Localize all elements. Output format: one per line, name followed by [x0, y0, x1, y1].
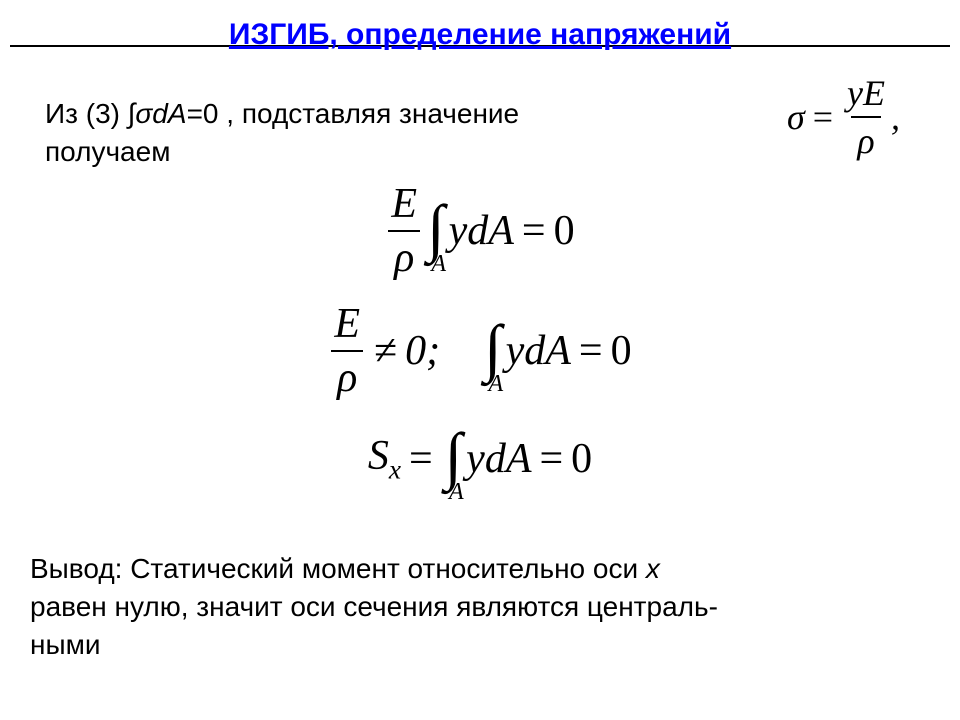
eq2-rhs: 0 — [611, 327, 632, 375]
eq2-frac: E ρ — [328, 300, 366, 402]
intro-l2: получаем — [45, 136, 170, 167]
sigma-den: ρ — [851, 116, 880, 162]
eq2-ne: ≠ — [374, 327, 397, 375]
eq2-num: E — [328, 300, 366, 350]
sigma-num: yE — [841, 72, 891, 116]
eq1-int-sub: A — [431, 251, 446, 278]
conc-l3: ными — [30, 629, 100, 660]
intro-sigma-dA: σdA — [135, 98, 186, 129]
eq2-den: ρ — [331, 350, 363, 402]
eq3-eq2: = — [539, 435, 563, 483]
sigma-eq: = — [813, 96, 833, 138]
intro-l1a: Из (3) — [45, 98, 128, 129]
eq1-eq: = — [522, 207, 546, 255]
page-title: ИЗГИБ, определение напряжений — [0, 18, 960, 52]
eq1-rhs: 0 — [554, 207, 575, 255]
eq2-integral: ∫ A — [484, 322, 502, 380]
intro-l1c: =0 , подставляя значение — [187, 98, 520, 129]
eq1-frac: E ρ — [385, 180, 423, 282]
conc-x: x — [646, 553, 660, 584]
eq2-zero1: 0; — [405, 327, 440, 375]
eq2-eq: = — [579, 327, 603, 375]
eq2-int-sub: A — [488, 371, 503, 398]
sigma-formula: σ = yE ρ , — [787, 72, 900, 162]
eq1-num: E — [385, 180, 423, 230]
equation-1: E ρ ∫ A ydA = 0 — [0, 180, 960, 282]
intro-text: Из (3) ∫σdA=0 , подставляя значение полу… — [45, 95, 519, 171]
conc-l1a: Вывод: Статический момент относительно о… — [30, 553, 646, 584]
eq3-S-letter: S — [368, 433, 389, 479]
conc-l2: равен нулю, значит оси сечения являются … — [30, 591, 718, 622]
eq1-den: ρ — [388, 230, 420, 282]
eq3-int-sub: A — [449, 479, 464, 506]
conclusion-text: Вывод: Статический момент относительно о… — [30, 550, 920, 663]
eq2-body: ydA — [506, 327, 571, 375]
eq3-rhs: 0 — [571, 435, 592, 483]
eq1-body: ydA — [449, 207, 514, 255]
eq1-integral: ∫ A — [427, 202, 445, 260]
equation-3: Sx = ∫ A ydA = 0 — [0, 430, 960, 488]
eq3-eq1: = — [409, 435, 433, 483]
sigma-lhs: σ — [787, 96, 805, 138]
sigma-tail: , — [891, 96, 900, 138]
eq3-integral: ∫ A — [445, 430, 463, 488]
eq3-S-sub: x — [389, 455, 401, 485]
eq3-S: Sx — [368, 432, 401, 485]
equation-2: E ρ ≠ 0; ∫ A ydA = 0 — [0, 300, 960, 402]
sigma-frac: yE ρ — [841, 72, 891, 162]
eq3-body: ydA — [466, 435, 531, 483]
